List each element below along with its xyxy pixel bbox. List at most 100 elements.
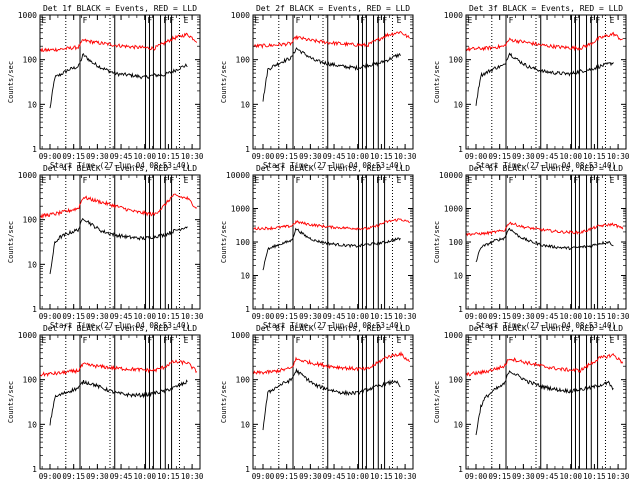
series-line-lld (253, 351, 411, 375)
x-tick-label: 09:30 (299, 152, 322, 161)
y-axis-label: Counts/sec (220, 61, 228, 103)
y-axis-label: Counts/sec (433, 221, 441, 263)
y-tick-label: 1 (458, 465, 463, 474)
x-tick-label: 09:15 (488, 152, 511, 161)
marker-label: F (169, 16, 174, 25)
chart-panel-det-5: Det 5f BLACK = Events, RED = LLD Counts/s… (220, 164, 417, 330)
marker-label: E (397, 336, 402, 345)
y-tick-label: 1 (32, 305, 37, 314)
x-axis-label: Start Time (27-Jun-04 08:53:40) (263, 321, 403, 330)
x-axis-label: Start Time (27-Jun-04 08:53:40) (263, 161, 403, 170)
marker-label: F (360, 336, 365, 345)
series-line-lld (466, 353, 624, 377)
chart-panel-det-3: Det 3f BLACK = Events, RED = LLD Counts/s… (433, 4, 630, 170)
marker-label: F (573, 336, 578, 345)
x-tick-label: 09:00 (252, 472, 275, 480)
chart-panel-det-2: Det 2f BLACK = Events, RED = LLD Counts/s… (220, 4, 417, 170)
x-tick-label: 10:00 (133, 312, 156, 321)
series-line-events (49, 53, 188, 109)
panel-title: Det 7f BLACK = Events, RED = LLD (43, 324, 197, 333)
x-tick-label: 09:45 (536, 152, 559, 161)
series-line-events (49, 217, 188, 275)
x-tick-label: 09:00 (39, 152, 62, 161)
x-tick-label: 09:00 (465, 312, 488, 321)
marker-label: F (163, 336, 168, 345)
marker-label: F (163, 16, 168, 25)
x-tick-label: 09:30 (299, 312, 322, 321)
marker-label: F (147, 336, 152, 345)
x-tick-label: 09:45 (323, 472, 346, 480)
x-tick-label: 09:30 (512, 472, 535, 480)
plot-frame (39, 14, 201, 150)
y-axis-label: Counts/sec (433, 381, 441, 423)
series-line-events (475, 370, 614, 436)
series-line-lld (253, 218, 410, 231)
y-tick-label: 100 (236, 376, 251, 385)
marker-label: E (610, 16, 615, 25)
y-tick-label: 1000 (231, 11, 250, 20)
y-tick-label: 1000 (18, 331, 37, 340)
x-tick-label: 09:45 (110, 472, 133, 480)
marker-label: F (509, 176, 514, 185)
marker-label: E (468, 336, 473, 345)
chart-panel-det-1: Det 1f BLACK = Events, RED = LLD Counts/s… (7, 4, 204, 170)
marker-label: F (509, 16, 514, 25)
y-axis-label: Counts/sec (7, 221, 15, 263)
x-tick-label: 10:15 (157, 472, 180, 480)
marker-label: F (83, 336, 88, 345)
marker-label: E (184, 176, 189, 185)
x-tick-label: 09:15 (275, 152, 298, 161)
marker-label: F (509, 336, 514, 345)
plot-frame (39, 334, 201, 470)
y-tick-label: 1 (245, 465, 250, 474)
panel-title: Det 3f BLACK = Events, RED = LLD (469, 4, 623, 13)
data-traces (466, 353, 624, 436)
marker-label: F (360, 16, 365, 25)
x-tick-label: 10:00 (559, 152, 582, 161)
x-tick-label: 10:30 (607, 312, 630, 321)
y-tick-label: 10 (27, 260, 37, 269)
panel-title: Det 9f BLACK = Events, RED = LLD (469, 324, 623, 333)
y-tick-label: 10 (453, 100, 463, 109)
x-tick-label: 09:15 (488, 312, 511, 321)
x-tick-label: 10:30 (181, 152, 204, 161)
series-line-events (475, 227, 614, 263)
y-tick-label: 100 (449, 376, 464, 385)
x-tick-label: 10:15 (583, 472, 606, 480)
x-tick-label: 09:45 (110, 152, 133, 161)
y-tick-label: 1000 (18, 171, 37, 180)
series-line-lld (40, 32, 198, 53)
y-axis-label: Counts/sec (220, 221, 228, 263)
chart-panel-det-9: Det 9f BLACK = Events, RED = LLD Counts/s… (433, 324, 630, 480)
data-traces (466, 31, 624, 106)
x-tick-label: 09:00 (252, 152, 275, 161)
data-traces (466, 221, 624, 263)
x-tick-label: 09:30 (512, 152, 535, 161)
panel-title: Det 5f BLACK = Events, RED = LLD (256, 164, 410, 173)
y-tick-label: 100 (23, 56, 38, 65)
x-tick-label: 10:30 (394, 312, 417, 321)
data-traces (253, 30, 411, 102)
x-tick-label: 10:15 (157, 152, 180, 161)
marker-label: E (468, 176, 473, 185)
plot-frame (39, 174, 201, 310)
x-tick-label: 10:15 (157, 312, 180, 321)
y-tick-label: 1000 (231, 331, 250, 340)
x-tick-label: 10:00 (559, 472, 582, 480)
x-tick-label: 10:30 (181, 472, 204, 480)
marker-label: E (42, 176, 47, 185)
marker-label: E (184, 16, 189, 25)
marker-label: F (595, 336, 600, 345)
x-tick-label: 09:00 (39, 312, 62, 321)
y-axis-label: Counts/sec (220, 381, 228, 423)
series-line-events (262, 367, 401, 431)
marker-label: F (147, 176, 152, 185)
y-tick-label: 10 (240, 420, 250, 429)
marker-label: F (360, 176, 365, 185)
y-tick-label: 10000 (439, 171, 463, 180)
data-traces (253, 218, 410, 271)
marker-label: E (610, 336, 615, 345)
y-axis-label: Counts/sec (7, 61, 15, 103)
x-tick-label: 09:30 (86, 312, 109, 321)
